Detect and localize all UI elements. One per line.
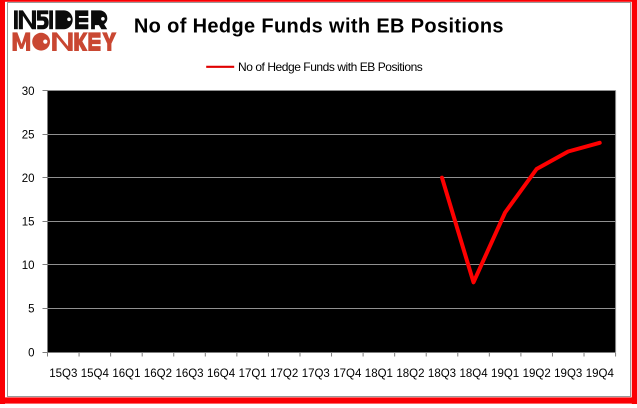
svg-text:17Q3: 17Q3 bbox=[302, 368, 330, 380]
svg-text:15Q3: 15Q3 bbox=[49, 368, 77, 380]
svg-text:19Q4: 19Q4 bbox=[586, 368, 615, 380]
svg-text:5: 5 bbox=[28, 304, 34, 316]
svg-text:16Q1: 16Q1 bbox=[112, 368, 140, 380]
svg-text:18Q3: 18Q3 bbox=[428, 368, 456, 380]
svg-text:19Q1: 19Q1 bbox=[491, 368, 519, 380]
svg-text:No of Hedge Funds with EB Posi: No of Hedge Funds with EB Positions bbox=[134, 16, 504, 38]
svg-text:17Q4: 17Q4 bbox=[333, 368, 362, 380]
svg-text:20: 20 bbox=[22, 173, 35, 185]
svg-text:16Q2: 16Q2 bbox=[144, 368, 172, 380]
svg-text:18Q2: 18Q2 bbox=[396, 368, 424, 380]
svg-text:17Q1: 17Q1 bbox=[239, 368, 267, 380]
svg-text:19Q2: 19Q2 bbox=[523, 368, 551, 380]
svg-text:17Q2: 17Q2 bbox=[270, 368, 298, 380]
svg-text:10: 10 bbox=[22, 260, 35, 272]
svg-text:0: 0 bbox=[28, 347, 34, 359]
svg-text:16Q4: 16Q4 bbox=[207, 368, 236, 380]
svg-text:19Q3: 19Q3 bbox=[554, 368, 582, 380]
svg-text:25: 25 bbox=[22, 129, 35, 141]
svg-text:15Q4: 15Q4 bbox=[81, 368, 110, 380]
svg-text:15: 15 bbox=[22, 217, 35, 229]
svg-text:No of Hedge Funds with EB Posi: No of Hedge Funds with EB Positions bbox=[238, 60, 423, 74]
svg-text:18Q1: 18Q1 bbox=[365, 368, 393, 380]
svg-text:30: 30 bbox=[22, 86, 35, 98]
svg-text:18Q4: 18Q4 bbox=[459, 368, 488, 380]
svg-text:16Q3: 16Q3 bbox=[175, 368, 203, 380]
